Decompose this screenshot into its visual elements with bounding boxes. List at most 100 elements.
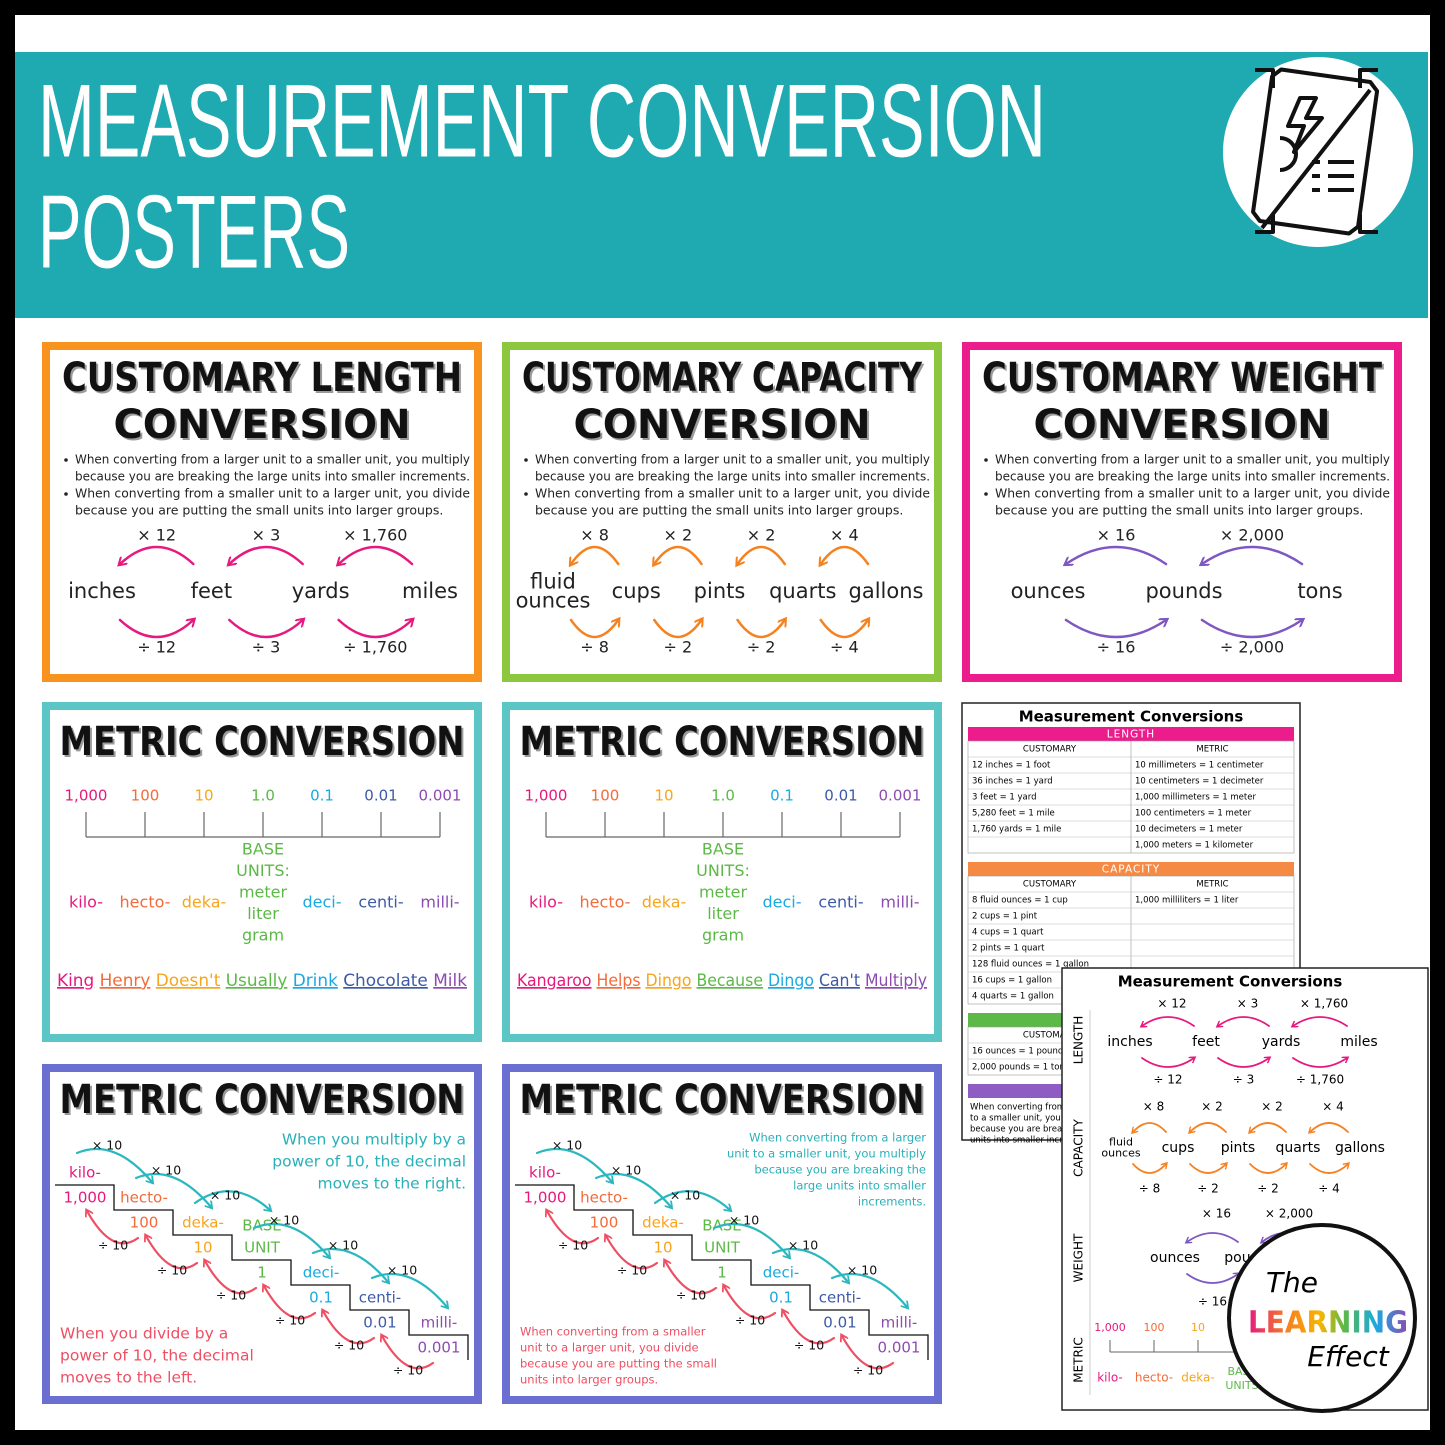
column-header: CUSTOMARY [1023,745,1077,755]
multiply-label: × 10 [328,1238,358,1253]
divide-label: ÷ 4 [1318,1182,1340,1196]
bullet-dot [64,458,68,462]
conversion-arrow [653,620,701,639]
bullet-text: because you are breaking the large units… [995,469,1390,484]
conversion-arrow [1200,620,1302,639]
table-cell: 2 cups = 1 pint [972,912,1038,922]
conversion-arrow [1189,1164,1226,1174]
table-cell: 4 cups = 1 quart [972,928,1044,938]
multiply-label: × 16 [1202,1207,1231,1221]
conversion-arrow [1309,1164,1348,1174]
conversion-arrow [1310,1122,1349,1132]
poster-title: METRIC CONVERSION [520,1077,925,1123]
prefix: hecto- [580,893,631,912]
unit-label: cups [612,579,661,603]
poster-body [50,1072,474,1396]
unit-label: tons [1297,579,1342,603]
multiply-label: × 12 [137,526,176,545]
logo-text: LEARNING [1248,1306,1408,1341]
unit-label: miles [402,579,458,603]
conversion-arrow [146,1236,199,1270]
conversion-arrow [1132,1164,1166,1174]
conversion-arrow [1066,545,1168,564]
place-value: 10 [1191,1321,1205,1334]
conversion-arrow [569,620,618,639]
divide-label: ÷ 10 [216,1288,246,1303]
unit-label: quarts [769,579,836,603]
place-value: 1.0 [251,787,275,805]
mnemonic-word: Dingo [768,971,814,991]
step-prefix: milli- [421,1314,458,1332]
table-cell: 1,000 millimeters = 1 meter [1135,793,1256,803]
divide-label: ÷ 16 [1198,1295,1227,1309]
note: units into larger groups. [520,1373,658,1387]
divide-label: ÷ 10 [853,1363,883,1378]
multiply-label: × 4 [1322,1100,1344,1114]
bullet-dot [524,458,528,462]
mnemonic-word: Usually [226,971,288,991]
banner [15,52,1428,318]
table-cell: 4 quarts = 1 gallon [972,992,1054,1002]
mnemonic-word: Milk [433,971,467,991]
conversion-arrow [252,1223,329,1257]
divide-label: ÷ 10 [98,1238,128,1253]
prefix: centi- [358,893,403,912]
base-unit: UNITS: [236,861,290,880]
divide-label: ÷ 1,760 [343,638,407,657]
mnemonic-word: Kangaroo [517,971,592,991]
multiply-label: × 3 [1237,997,1259,1011]
step-value: 10 [653,1239,672,1257]
conversion-arrow [1202,545,1304,564]
step-prefix: milli- [881,1314,918,1332]
multiply-label: × 10 [847,1263,877,1278]
conversion-arrow [1141,1058,1194,1068]
note: When you multiply by a [282,1131,466,1149]
conversion-arrow [1217,1058,1269,1068]
step-value: 100 [130,1214,159,1232]
poster-body [50,710,474,1034]
poster-body [510,710,934,1034]
conversion-arrow [1293,1016,1348,1026]
unit-label: pounds [1145,579,1222,603]
base-unit: gram [242,926,284,945]
multiply-label: × 8 [580,526,609,545]
note: moves to the right. [318,1175,467,1193]
multiply-label: × 2,000 [1220,526,1284,545]
step-prefix: kilo- [69,1164,101,1182]
table-cell: 1,000 meters = 1 kilometer [1135,841,1254,851]
multiply-label: × 10 [387,1263,417,1278]
place-value: 0.01 [364,787,397,805]
banner-title: MEASUREMENT CONVERSION [38,63,1046,179]
multiply-label: × 10 [552,1138,582,1153]
banner-icon [1223,57,1413,247]
mnemonic-word: Multiply [865,971,927,991]
mnemonic-word: Because [696,971,762,991]
divide-label: ÷ 2 [1197,1182,1219,1196]
unit-label: gallons [849,579,924,603]
step-value: 1,000 [64,1189,107,1207]
conversion-arrow [665,1261,718,1295]
sheet-note: because you are breaking the large [970,1125,1121,1135]
poster-title: METRIC CONVERSION [520,719,925,765]
conversion-arrow [120,545,195,564]
step-value: 10 [193,1239,212,1257]
mnemonic-word: King [57,971,94,991]
mnemonic: Kangaroo Helps Dingo Because Dingo Can't… [517,971,927,991]
multiply-label: × 1,760 [1300,997,1348,1011]
unit-label: yards [292,579,350,603]
conversion-arrow [724,1286,777,1320]
unit-label: cups [1162,1140,1195,1156]
step-value: 0.1 [769,1289,793,1307]
mnemonic: King Henry Doesn't Usually Drink Chocola… [57,971,467,991]
staircase [515,1184,929,1360]
section-band [968,727,1294,741]
place-value: 100 [131,787,160,805]
mnemonic-word: Chocolate [343,971,428,991]
logo-badge [1227,1223,1417,1413]
conversion-arrow [228,620,302,639]
multiply-label: × 8 [1143,1100,1165,1114]
bullet-text: because you are putting the small units … [535,503,903,518]
step-value: 0.001 [418,1339,461,1357]
multiply-label: × 10 [92,1138,122,1153]
note: unit to a larger unit, you divide [520,1341,699,1355]
